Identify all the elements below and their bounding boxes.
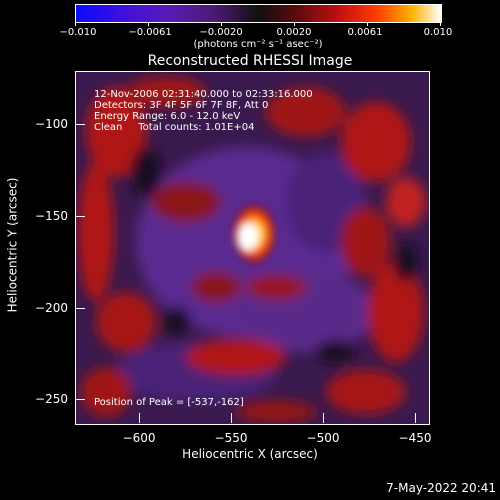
x-tick-label: −450 (398, 431, 432, 445)
colorbar-tick (148, 22, 149, 26)
y-tick-label: −100 (35, 117, 68, 131)
colorbar (75, 4, 442, 23)
solar-image-plot: 12-Nov-2006 02:31:40.000 to 02:33:16.000… (75, 71, 430, 425)
y-tick (75, 308, 85, 309)
colorbar-tick (75, 22, 76, 26)
x-tick-label: −600 (122, 431, 156, 445)
x-axis-label: Heliocentric X (arcsec) (182, 447, 318, 461)
colorbar-tick-label: −0.010 (59, 27, 97, 38)
plot-timestamp: 7-May-2022 20:41 (386, 481, 496, 495)
solar-image (76, 72, 429, 424)
y-tick (75, 216, 85, 217)
colorbar-tick (294, 22, 295, 26)
y-tick-label: −200 (35, 301, 68, 315)
time-range-text: 12-Nov-2006 02:31:40.000 to 02:33:16.000 (94, 89, 313, 100)
colorbar-tick-label: −0.0020 (199, 27, 243, 38)
energy-range-text: Energy Range: 6.0 - 12.0 keV (94, 111, 241, 122)
y-tick (75, 399, 85, 400)
x-tick (323, 413, 324, 423)
peak-position-text: Position of Peak = [-537,-162] (94, 397, 244, 408)
y-tick (75, 124, 85, 125)
colorbar-tick (440, 22, 441, 26)
image-title: Reconstructed RHESSI Image (147, 53, 353, 69)
colorbar-tick (221, 22, 222, 26)
y-axis-label: Heliocentric Y (arcsec) (4, 177, 19, 313)
colorbar-tick-label: 0.0061 (347, 27, 383, 38)
x-tick-label: −550 (214, 431, 248, 445)
method-counts-text: Clean Total counts: 1.01E+04 (94, 122, 255, 133)
x-tick (415, 413, 416, 423)
colorbar-tick-label: −0.0061 (128, 27, 172, 38)
x-tick-label: −500 (306, 431, 340, 445)
x-tick (139, 413, 140, 423)
colorbar-units: (photons cm⁻² s⁻¹ asec⁻²) (193, 39, 323, 50)
detectors-text: Detectors: 3F 4F 5F 6F 7F 8F, Att 0 (94, 100, 269, 111)
y-tick-label: −250 (35, 392, 68, 406)
colorbar-tick (367, 22, 368, 26)
x-tick (231, 413, 232, 423)
colorbar-tick-label: 0.0020 (276, 27, 312, 38)
colorbar-tick-label: 0.010 (423, 27, 453, 38)
y-tick-label: −150 (35, 209, 68, 223)
